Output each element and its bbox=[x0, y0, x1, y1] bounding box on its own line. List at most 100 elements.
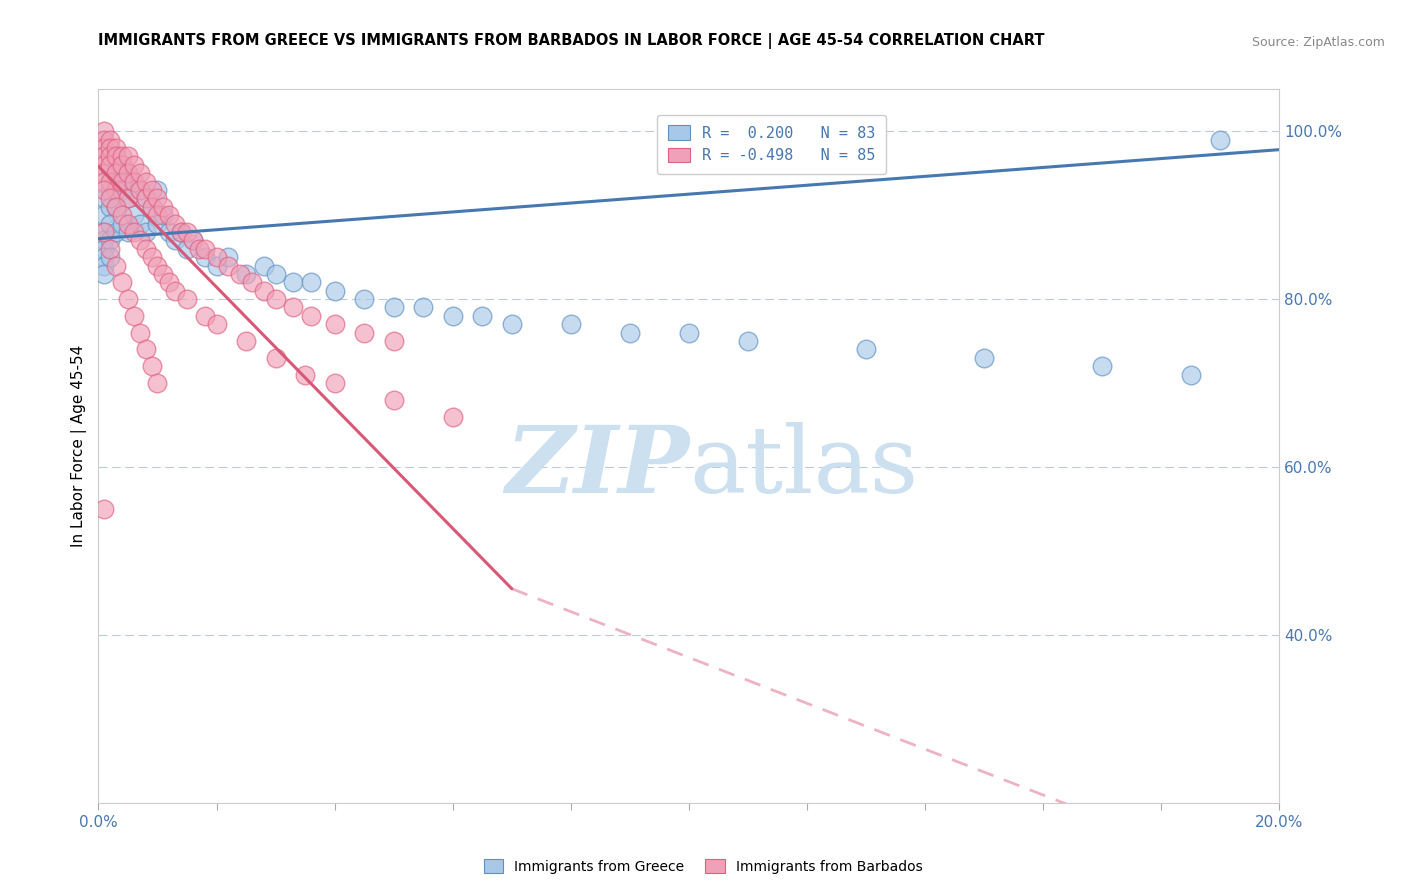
Point bbox=[283, 301, 305, 315]
Point bbox=[1209, 132, 1232, 146]
Point bbox=[299, 275, 322, 289]
Point bbox=[157, 208, 180, 222]
Point bbox=[194, 309, 217, 323]
Point bbox=[253, 284, 276, 298]
Point bbox=[382, 301, 405, 315]
Point bbox=[98, 132, 121, 146]
Point bbox=[117, 292, 139, 306]
Point bbox=[855, 343, 877, 357]
Point bbox=[98, 158, 121, 172]
Point bbox=[141, 250, 163, 264]
Point bbox=[105, 200, 128, 214]
Point bbox=[323, 284, 346, 298]
Point bbox=[229, 267, 252, 281]
Point bbox=[122, 158, 145, 172]
Point bbox=[111, 183, 134, 197]
Point bbox=[98, 166, 121, 180]
Point bbox=[93, 175, 115, 189]
Point bbox=[105, 166, 128, 180]
Point bbox=[146, 217, 169, 231]
Point bbox=[501, 318, 523, 332]
Point bbox=[141, 183, 163, 197]
Point bbox=[181, 233, 204, 247]
Point bbox=[194, 242, 217, 256]
Point bbox=[98, 175, 121, 189]
Point bbox=[152, 267, 174, 281]
Point bbox=[323, 376, 346, 390]
Point bbox=[441, 309, 464, 323]
Point bbox=[135, 242, 157, 256]
Point bbox=[146, 376, 169, 390]
Point bbox=[264, 267, 287, 281]
Point bbox=[264, 351, 287, 365]
Point bbox=[299, 309, 322, 323]
Point bbox=[146, 183, 169, 197]
Point bbox=[1091, 359, 1114, 374]
Point bbox=[205, 318, 228, 332]
Point bbox=[128, 183, 150, 197]
Point bbox=[122, 175, 145, 189]
Point bbox=[98, 200, 121, 214]
Point bbox=[205, 259, 228, 273]
Point bbox=[111, 208, 134, 222]
Point bbox=[205, 250, 228, 264]
Point bbox=[122, 309, 145, 323]
Point bbox=[152, 200, 174, 214]
Point bbox=[93, 124, 115, 138]
Point bbox=[141, 200, 163, 214]
Point bbox=[98, 191, 121, 205]
Point bbox=[122, 175, 145, 189]
Point bbox=[93, 183, 115, 197]
Point bbox=[93, 225, 115, 239]
Point bbox=[122, 225, 145, 239]
Point bbox=[973, 351, 995, 365]
Point bbox=[105, 183, 128, 197]
Point bbox=[117, 191, 139, 205]
Point bbox=[176, 242, 198, 256]
Text: atlas: atlas bbox=[689, 423, 918, 512]
Point bbox=[235, 334, 257, 348]
Point bbox=[117, 225, 139, 239]
Point bbox=[135, 225, 157, 239]
Point bbox=[181, 233, 204, 247]
Point bbox=[264, 292, 287, 306]
Point bbox=[382, 392, 405, 407]
Point bbox=[146, 191, 169, 205]
Point bbox=[93, 166, 115, 180]
Point bbox=[111, 158, 134, 172]
Point bbox=[135, 191, 157, 205]
Point bbox=[323, 318, 346, 332]
Point bbox=[165, 217, 187, 231]
Point bbox=[111, 217, 134, 231]
Point bbox=[98, 242, 121, 256]
Point bbox=[105, 149, 128, 163]
Point bbox=[619, 326, 641, 340]
Point bbox=[471, 309, 494, 323]
Point bbox=[93, 132, 115, 146]
Point bbox=[93, 158, 115, 172]
Point bbox=[240, 275, 263, 289]
Point bbox=[93, 208, 115, 222]
Point bbox=[93, 233, 115, 247]
Point bbox=[382, 334, 405, 348]
Point bbox=[253, 259, 276, 273]
Point bbox=[678, 326, 700, 340]
Point bbox=[217, 250, 239, 264]
Point bbox=[93, 141, 115, 155]
Point bbox=[855, 880, 877, 892]
Point bbox=[217, 259, 239, 273]
Text: ZIP: ZIP bbox=[505, 423, 689, 512]
Point bbox=[146, 208, 169, 222]
Point bbox=[235, 267, 257, 281]
Point bbox=[105, 141, 128, 155]
Point bbox=[117, 149, 139, 163]
Point bbox=[93, 225, 115, 239]
Point bbox=[737, 334, 759, 348]
Point bbox=[187, 242, 209, 256]
Point bbox=[128, 166, 150, 180]
Point bbox=[176, 292, 198, 306]
Point bbox=[141, 200, 163, 214]
Point bbox=[93, 259, 115, 273]
Legend: R =  0.200   N = 83, R = -0.498   N = 85: R = 0.200 N = 83, R = -0.498 N = 85 bbox=[658, 115, 886, 174]
Point bbox=[98, 233, 121, 247]
